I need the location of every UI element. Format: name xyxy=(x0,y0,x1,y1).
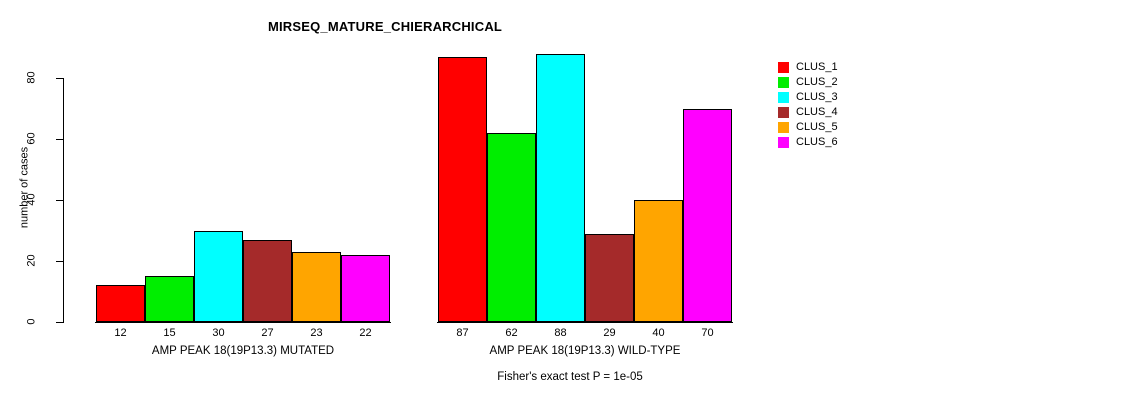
group-axis-title: AMP PEAK 18(19P13.3) MUTATED xyxy=(151,345,335,357)
bar-value-label: 40 xyxy=(652,327,665,339)
y-tick-mark xyxy=(56,139,63,140)
legend-item-clus_1[interactable]: CLUS_1 xyxy=(778,60,838,75)
legend: CLUS_1 CLUS_2 CLUS_3 CLUS_4 CLUS_5 CLUS_6 xyxy=(778,60,838,150)
bar-clus_5[interactable] xyxy=(292,251,341,322)
legend-color-swatch xyxy=(778,92,789,103)
y-tick-mark xyxy=(56,261,63,262)
group-axis-title: AMP PEAK 18(19P13.3) WILD-TYPE xyxy=(489,345,681,357)
y-tick-mark xyxy=(56,78,63,79)
bar-value-label: 29 xyxy=(603,327,616,339)
bar-value-label: 70 xyxy=(701,327,714,339)
bar-clus_2[interactable] xyxy=(487,132,536,322)
bar-value-label: 87 xyxy=(456,327,469,339)
legend-color-swatch xyxy=(778,122,789,133)
bar-value-label: 23 xyxy=(310,327,323,339)
bar-value-label: 62 xyxy=(505,327,518,339)
bar-clus_6[interactable] xyxy=(683,108,732,322)
bar-clus_2[interactable] xyxy=(145,276,194,322)
y-axis-title: number of cases xyxy=(18,146,31,229)
bar-clus_3[interactable] xyxy=(536,53,585,322)
bar-value-label: 30 xyxy=(212,327,225,339)
legend-item-label: CLUS_6 xyxy=(796,136,838,148)
bar-value-label: 12 xyxy=(114,327,127,339)
bar-clus_4[interactable] xyxy=(243,239,292,322)
bar-value-label: 22 xyxy=(359,327,372,339)
legend-item-label: CLUS_4 xyxy=(796,106,838,118)
legend-item-clus_2[interactable]: CLUS_2 xyxy=(778,75,838,90)
legend-item-clus_3[interactable]: CLUS_3 xyxy=(778,90,838,105)
legend-item-label: CLUS_3 xyxy=(796,91,838,103)
bar-value-label: 88 xyxy=(554,327,567,339)
y-tick-label: 80 xyxy=(25,71,38,84)
bar-clus_5[interactable] xyxy=(634,200,683,322)
x-axis-line xyxy=(95,322,391,323)
legend-color-swatch xyxy=(778,137,789,148)
legend-item-label: CLUS_1 xyxy=(796,61,838,73)
bar-clus_1[interactable] xyxy=(96,285,145,322)
bar-value-label: 27 xyxy=(261,327,274,339)
legend-color-swatch xyxy=(778,77,789,88)
bar-value-label: 15 xyxy=(163,327,176,339)
bar-clus_3[interactable] xyxy=(194,230,243,322)
legend-item-label: CLUS_2 xyxy=(796,76,838,88)
x-axis-line xyxy=(437,322,733,323)
legend-item-clus_6[interactable]: CLUS_6 xyxy=(778,135,838,150)
bar-clus_6[interactable] xyxy=(341,254,390,322)
y-tick-mark xyxy=(56,322,63,323)
bar-clus_4[interactable] xyxy=(585,233,634,322)
legend-item-clus_5[interactable]: CLUS_5 xyxy=(778,120,838,135)
bar-clus_1[interactable] xyxy=(438,56,487,322)
legend-color-swatch xyxy=(778,107,789,118)
y-tick-mark xyxy=(56,200,63,201)
legend-item-label: CLUS_5 xyxy=(796,121,838,133)
y-axis-line xyxy=(63,78,64,323)
legend-item-clus_4[interactable]: CLUS_4 xyxy=(778,105,838,120)
page-title: MIRSEQ_MATURE_CHIERARCHICAL xyxy=(267,19,503,34)
y-tick-label: 0 xyxy=(25,318,38,325)
legend-color-swatch xyxy=(778,62,789,73)
statistical-test-note: Fisher's exact test P = 1e-05 xyxy=(497,371,643,383)
